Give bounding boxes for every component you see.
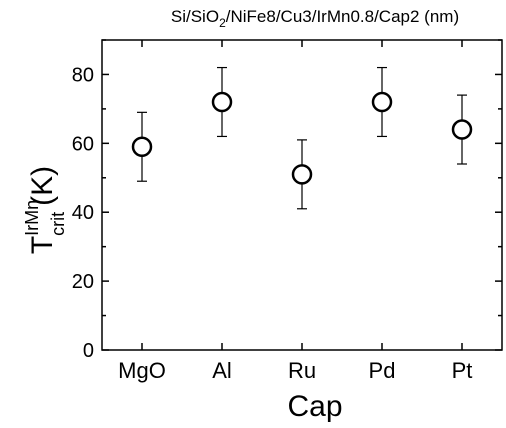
data-point [131, 136, 153, 158]
x-tick-label: Pd [369, 358, 396, 383]
x-tick-label: MgO [118, 358, 166, 383]
ylabel-main: T [26, 236, 59, 254]
x-tick-label: Pt [452, 358, 473, 383]
data-point [371, 91, 393, 113]
title-subscript: 2 [219, 16, 226, 30]
title-main: Si/SiO [171, 7, 219, 26]
data-point [291, 164, 313, 185]
x-tick-label: Ru [288, 358, 316, 383]
data-point [451, 119, 473, 140]
ylabel-subscript: crit [48, 212, 68, 236]
ylabel-unit: (K) [26, 166, 59, 206]
ylabel-superscript: IrMn [22, 200, 42, 236]
y-tick-label: 60 [72, 133, 94, 155]
ticks-layer: 0 20 40 60 80 MgO Al Ru Pd Pt [72, 39, 502, 383]
x-tick-label: Al [212, 358, 232, 383]
marks-layer [131, 66, 473, 210]
title-rest: /NiFe8/Cu3/IrMn0.8/Cap2 (nm) [226, 7, 459, 26]
chart-title: Si/SiO2/NiFe8/Cu3/IrMn0.8/Cap2 (nm) [171, 7, 459, 30]
x-axis-label: Cap [287, 390, 342, 423]
y-axis-label: TIrMn crit (K) [22, 166, 68, 254]
y-tick-label: 80 [72, 64, 94, 86]
y-tick-label: 20 [72, 271, 94, 293]
y-tick-label: 0 [83, 340, 94, 362]
data-point [211, 91, 233, 113]
y-tick-label: 40 [72, 202, 94, 224]
